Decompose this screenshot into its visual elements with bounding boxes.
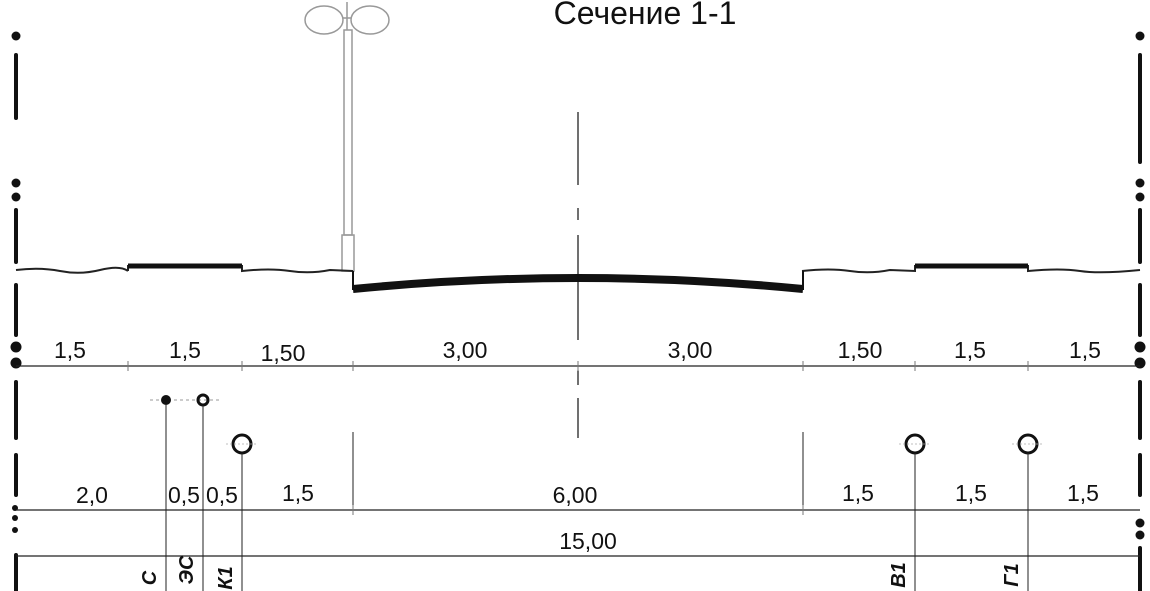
- dim-upper-5: 3,00: [668, 337, 713, 363]
- dim-lower-5: 6,00: [553, 482, 598, 508]
- ground-surface: [15, 265, 1141, 274]
- left-boundary-dots: [10, 31, 22, 533]
- dimension-ticks-upper: [127, 361, 1029, 371]
- dim-lower-2: 0,5: [168, 482, 200, 508]
- dim-lower-3: 0,5: [206, 482, 238, 508]
- dim-upper-1: 1,5: [54, 337, 86, 363]
- dim-lower-1: 2,0: [76, 482, 108, 508]
- street-lamp: [304, 2, 390, 272]
- dim-upper-3: 1,50: [261, 340, 306, 366]
- utility-label-g1: Г1: [1001, 563, 1023, 586]
- section-title: Сечение 1-1: [554, 0, 737, 31]
- utility-reference-lines: [165, 405, 1029, 591]
- right-boundary-dots: [1134, 31, 1146, 540]
- dim-lower-7: 1,5: [955, 480, 987, 506]
- dim-total: 15,00: [559, 528, 617, 554]
- dim-upper-6: 1,50: [838, 337, 883, 363]
- dim-upper-4: 3,00: [443, 337, 488, 363]
- utility-label-es: ЭС: [176, 555, 198, 584]
- dim-upper-8: 1,5: [1069, 337, 1101, 363]
- dim-upper-7: 1,5: [954, 337, 986, 363]
- dim-lower-4: 1,5: [282, 480, 314, 506]
- dim-upper-2: 1,5: [169, 337, 201, 363]
- dimension-ticks-lower: [352, 505, 804, 515]
- utility-label-v1: В1: [888, 562, 910, 588]
- utility-label-c: С: [139, 570, 161, 585]
- dim-lower-6: 1,5: [842, 480, 874, 506]
- dim-lower-8: 1,5: [1067, 480, 1099, 506]
- utility-markers-small: [150, 393, 222, 407]
- utility-label-k1: К1: [215, 566, 237, 589]
